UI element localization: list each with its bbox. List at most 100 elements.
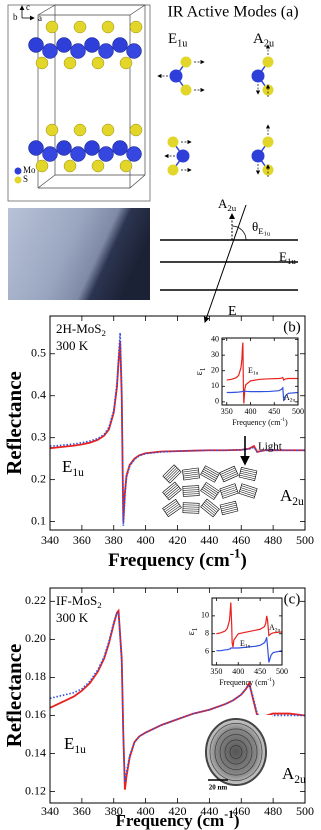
flake-layer xyxy=(167,487,181,499)
flake-layer xyxy=(168,470,180,482)
peak-label: A2u xyxy=(269,623,281,634)
flake-layer xyxy=(182,487,199,489)
flake-layer xyxy=(240,470,257,476)
axis-label: a xyxy=(38,13,42,23)
x-tick-label: 380 xyxy=(105,804,123,818)
flake-layer xyxy=(205,500,219,511)
flake-layer xyxy=(220,504,237,510)
peak-label-base: A xyxy=(280,486,293,505)
sample-label: 300 K xyxy=(56,610,89,625)
flake-layer xyxy=(202,487,217,497)
peak-label-sub: 2u xyxy=(294,773,306,786)
flake-layer xyxy=(202,503,216,515)
x-axis-label-sup: -1 xyxy=(224,808,234,821)
sulfur-atom xyxy=(262,136,274,148)
sulfur-atom xyxy=(73,20,87,34)
x-tick-label: 340 xyxy=(41,804,59,818)
sulfur-atom xyxy=(45,123,59,137)
molybdenum-atom xyxy=(126,146,142,162)
peak-label-sub: 1u xyxy=(74,743,86,756)
x-tick-label: 360 xyxy=(73,533,91,547)
x-tick-label: 500 xyxy=(296,533,314,547)
panel-label: (c) xyxy=(284,591,301,607)
mode-label: A2u xyxy=(253,31,274,49)
x-axis-label: Frequency (cm-1) xyxy=(115,808,239,830)
legend-s xyxy=(14,176,22,184)
sulfur-atom xyxy=(119,56,133,70)
y-tick-label: 0.3 xyxy=(31,429,46,443)
flake-layer xyxy=(222,473,238,481)
sulfur-atom xyxy=(101,20,115,34)
sulfur-atom xyxy=(167,136,179,148)
x-axis-label-tail: ) xyxy=(240,550,246,571)
flake-layer xyxy=(221,489,237,495)
flake-layer xyxy=(240,469,257,474)
flake xyxy=(162,498,182,518)
sulfur-atom xyxy=(180,84,192,96)
y-tick-label: 10 xyxy=(201,611,209,620)
molybdenum-atom xyxy=(42,43,58,59)
sulfur-atom xyxy=(167,164,179,176)
flake-outline xyxy=(162,481,182,501)
e1u-label: E1u xyxy=(279,249,296,266)
molybdenum-atom xyxy=(42,146,58,162)
e1u-label-sub: 1u xyxy=(287,256,296,266)
flake-layer xyxy=(167,505,181,516)
flake-outline xyxy=(219,500,239,516)
scale-bar-label: 20 nm xyxy=(209,784,228,792)
tem-fringe xyxy=(214,728,258,776)
sulfur-atom xyxy=(35,159,49,173)
flake-layer xyxy=(163,500,177,511)
flake-layer xyxy=(202,470,217,479)
panel-a-title: IR Active Modes (a) xyxy=(167,4,298,21)
sulfur-atom xyxy=(101,123,115,137)
flake-layer xyxy=(221,487,237,493)
series-line xyxy=(49,611,305,783)
sulfur-atom xyxy=(45,20,59,34)
x-tick-label: 350 xyxy=(221,407,233,416)
x-axis-label-base: Frequency (cm xyxy=(108,550,230,571)
x-tick-label: 480 xyxy=(264,533,282,547)
a2u-label: A2u xyxy=(218,196,237,213)
flake-layer xyxy=(182,489,199,491)
flake xyxy=(182,485,200,497)
sample-label: 300 K xyxy=(56,338,89,353)
sample-label-sub: 2 xyxy=(97,600,101,610)
peak-label: E1u xyxy=(62,457,84,479)
artwork: cb a MoS IR Active Modes (a) xyxy=(13,2,299,323)
x-tick-label: 360 xyxy=(73,804,91,818)
flake xyxy=(162,464,182,484)
molybdenum-atom xyxy=(56,140,72,156)
flake-layer xyxy=(201,472,216,481)
molybdenum-atom xyxy=(251,69,265,83)
e-label: E xyxy=(228,304,237,319)
series-line xyxy=(226,386,299,402)
y-tick-label: 6 xyxy=(205,646,209,655)
flake xyxy=(200,498,220,518)
x-tick-label: 440 xyxy=(200,804,218,818)
x-tick-label: 440 xyxy=(200,533,218,547)
molybdenum-atom xyxy=(28,140,44,156)
flake-layer xyxy=(220,467,236,475)
x-tick-label: 450 xyxy=(254,667,266,676)
flake xyxy=(219,500,239,516)
x-tick-label: 500 xyxy=(296,804,314,818)
x-axis-label-sup: -1 xyxy=(281,417,286,423)
y-axis-label-sub: 1 xyxy=(192,628,199,631)
molybdenum-atom xyxy=(112,37,128,53)
y-tick-label: 0.4 xyxy=(31,387,46,401)
cell-edge xyxy=(37,174,56,189)
x-tick-label: 480 xyxy=(264,804,282,818)
peak-label: A2u xyxy=(282,764,306,786)
sulfur-atom xyxy=(63,56,77,70)
peak-label-sub: 2u xyxy=(275,628,281,634)
flake-layer xyxy=(166,468,179,481)
peak-label-base: E xyxy=(240,639,245,648)
y-tick-label: 0.16 xyxy=(25,707,46,721)
peak-label: E1u xyxy=(64,734,86,756)
sulfur-atom xyxy=(35,56,49,70)
flake-layer xyxy=(183,475,200,479)
flake-layer xyxy=(204,483,219,494)
molybdenum-atom xyxy=(112,140,128,156)
